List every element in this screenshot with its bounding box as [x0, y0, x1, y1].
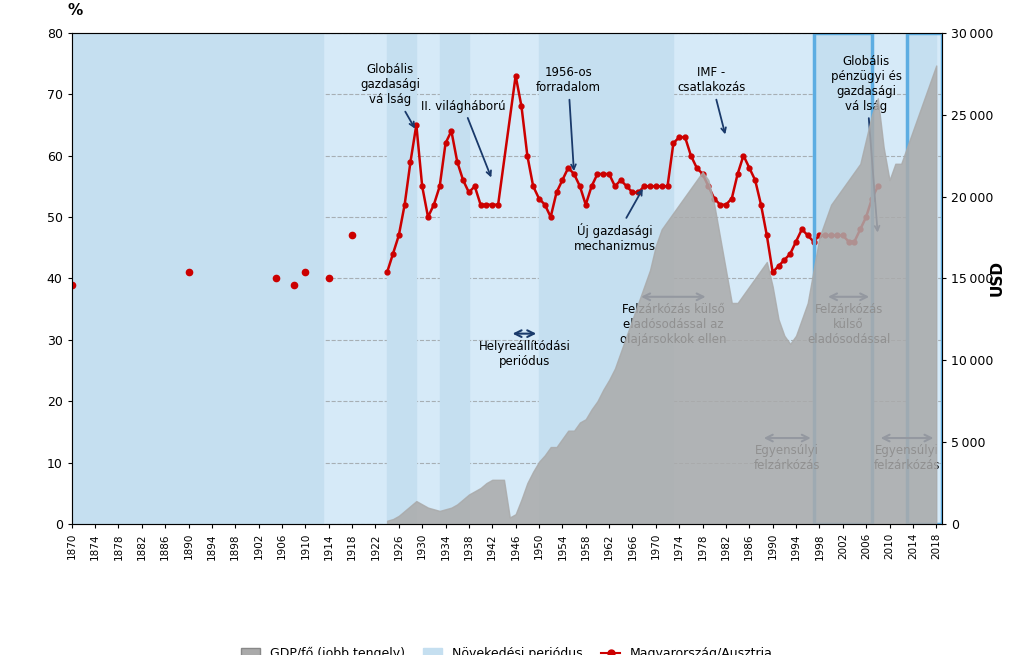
Text: 1956-os
forradalom: 1956-os forradalom [536, 66, 601, 169]
Text: Felzárkózás külső
eladósodással az
olajársokkok ellen: Felzárkózás külső eladósodással az olajá… [621, 303, 727, 346]
Text: Globális
gazdasági
vá lság: Globális gazdasági vá lság [360, 64, 420, 127]
Text: Globális
pénzügyi és
gazdasági
vá lság: Globális pénzügyi és gazdasági vá lság [830, 54, 902, 231]
Text: Egyensúlyi
felzárkózás: Egyensúlyi felzárkózás [754, 444, 820, 472]
Text: II. világháború: II. világháború [421, 100, 506, 176]
Bar [72, 33, 323, 524]
Text: Új gazdasági
mechanizmus: Új gazdasági mechanizmus [573, 191, 656, 253]
Bar [813, 33, 872, 524]
Text: %: % [68, 3, 83, 18]
Text: Egyensúlyi
felzárkózás: Egyensúlyi felzárkózás [873, 444, 940, 472]
Y-axis label: USD: USD [989, 261, 1005, 296]
Bar [907, 33, 942, 524]
Bar [813, 33, 872, 524]
Bar [439, 33, 469, 524]
Bar [387, 33, 417, 524]
Text: Helyreállítódási
periódus: Helyreállítódási periódus [478, 340, 570, 367]
Legend: GDP/fő (jobb tengely), Növekedési periódus, Magyarország/Ausztria: GDP/fő (jobb tengely), Növekedési periód… [236, 642, 778, 655]
Bar [539, 33, 674, 524]
Text: Felzárkózás
külső
eladósodással: Felzárkózás külső eladósodással [807, 303, 890, 346]
Text: IMF -
csatlakozás: IMF - csatlakozás [677, 66, 745, 132]
Bar [907, 33, 936, 524]
